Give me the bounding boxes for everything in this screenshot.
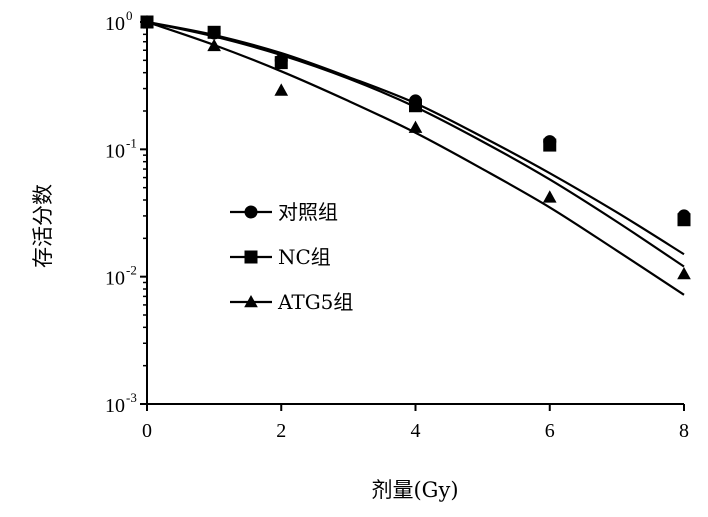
legend-marker-circle [244,205,258,219]
data-markers [140,14,691,280]
data-point-triangle [207,38,221,52]
data-point-square [207,25,221,39]
data-point-square [409,99,422,113]
fit-curve-circle [146,20,685,256]
x-tick-label: 2 [276,420,286,442]
data-point-triangle [677,266,691,280]
legend-label: NC组 [278,245,331,269]
x-tick-label: 6 [545,420,555,442]
y-tick-label: 10 [105,395,125,417]
x-tick-label: 0 [142,420,152,442]
fit-curve-square [146,20,685,268]
y-tick-exponent: -1 [126,135,137,150]
legend-label: ATG5组 [277,290,353,314]
x-axis-title: 剂量(Gy) [371,478,458,502]
y-tick-exponent: -2 [126,263,137,278]
y-tick-exponent: -3 [126,390,137,405]
y-tick-exponent: 0 [126,8,133,23]
fit-curve-triangle [146,20,685,296]
data-point-triangle [140,14,154,28]
legend-marker-triangle [244,294,258,308]
y-tick-label: 10 [105,140,125,162]
legend-marker-square [244,250,258,264]
data-point-square [274,56,288,70]
data-point-triangle [274,83,289,96]
y-axis-title: 存活分数 [31,184,55,268]
data-point-square [543,138,557,152]
data-point-triangle [542,190,557,203]
x-tick-label: 8 [679,420,689,442]
y-tick-label: 10 [105,13,125,35]
legend: 对照组 NC组 ATG5组 [230,200,353,314]
fit-curves [146,20,685,296]
y-tick-label: 10 [105,268,125,290]
data-point-triangle [408,120,423,133]
data-point-square [677,213,691,227]
x-tick-label: 4 [411,420,421,442]
legend-label: 对照组 [278,200,338,224]
